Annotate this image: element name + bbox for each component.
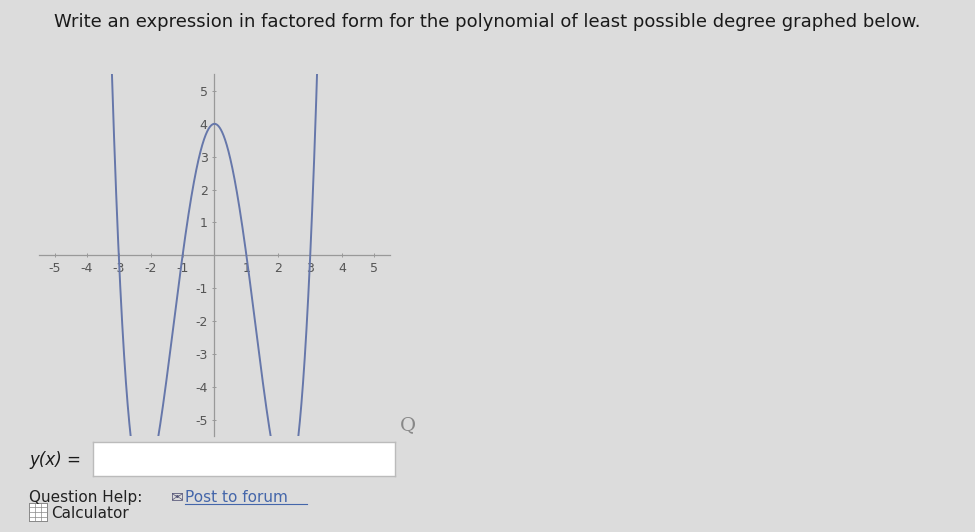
Text: Question Help:: Question Help: bbox=[29, 490, 152, 505]
Text: ✉: ✉ bbox=[171, 490, 193, 505]
Text: Q: Q bbox=[400, 417, 416, 435]
Text: Calculator: Calculator bbox=[51, 506, 129, 521]
Text: y(x) =: y(x) = bbox=[29, 451, 87, 469]
Text: Write an expression in factored form for the polynomial of least possible degree: Write an expression in factored form for… bbox=[55, 13, 920, 31]
Text: Post to forum: Post to forum bbox=[185, 490, 289, 505]
